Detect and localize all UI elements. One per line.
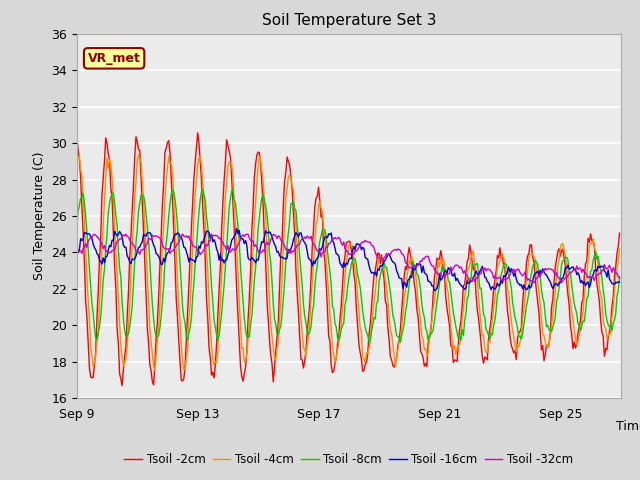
Tsoil -8cm	[616, 274, 623, 279]
Tsoil -2cm	[390, 364, 398, 370]
Title: Soil Temperature Set 3: Soil Temperature Set 3	[262, 13, 436, 28]
Tsoil -32cm	[73, 248, 81, 253]
Line: Tsoil -8cm: Tsoil -8cm	[77, 189, 620, 342]
Tsoil -16cm	[452, 278, 460, 284]
Text: VR_met: VR_met	[88, 52, 141, 65]
Tsoil -4cm	[493, 264, 501, 270]
Tsoil -4cm	[616, 246, 623, 252]
Tsoil -16cm	[493, 280, 501, 286]
Tsoil -2cm	[452, 358, 460, 363]
Tsoil -16cm	[505, 264, 513, 270]
Line: Tsoil -2cm: Tsoil -2cm	[77, 133, 620, 385]
Tsoil -2cm	[115, 340, 122, 346]
Tsoil -8cm	[397, 339, 404, 345]
Tsoil -16cm	[389, 259, 397, 265]
Tsoil -16cm	[115, 231, 122, 237]
Tsoil -4cm	[115, 295, 122, 300]
Tsoil -8cm	[452, 324, 460, 330]
Tsoil -16cm	[431, 288, 438, 294]
Line: Tsoil -4cm: Tsoil -4cm	[77, 155, 620, 370]
Tsoil -32cm	[504, 276, 511, 282]
Legend: Tsoil -2cm, Tsoil -4cm, Tsoil -8cm, Tsoil -16cm, Tsoil -32cm: Tsoil -2cm, Tsoil -4cm, Tsoil -8cm, Tsoi…	[120, 448, 578, 470]
Y-axis label: Soil Temperature (C): Soil Temperature (C)	[33, 152, 45, 280]
Tsoil -4cm	[73, 163, 81, 168]
Tsoil -4cm	[390, 352, 398, 358]
Tsoil -8cm	[493, 292, 501, 298]
Tsoil -32cm	[389, 248, 397, 254]
Tsoil -2cm	[493, 252, 501, 258]
Tsoil -8cm	[169, 186, 177, 192]
Tsoil -32cm	[179, 231, 186, 237]
Tsoil -4cm	[134, 152, 142, 158]
Tsoil -2cm	[573, 341, 580, 347]
Tsoil -2cm	[505, 318, 513, 324]
Tsoil -2cm	[194, 130, 202, 136]
Tsoil -2cm	[118, 383, 126, 388]
Tsoil -32cm	[451, 263, 458, 269]
Tsoil -32cm	[115, 238, 122, 244]
Tsoil -2cm	[616, 230, 623, 236]
Tsoil -16cm	[616, 279, 623, 285]
Tsoil -16cm	[573, 272, 580, 277]
Tsoil -8cm	[115, 246, 122, 252]
Line: Tsoil -16cm: Tsoil -16cm	[77, 228, 620, 291]
X-axis label: Time: Time	[616, 420, 640, 433]
Tsoil -16cm	[73, 249, 81, 254]
Tsoil -32cm	[530, 280, 538, 286]
Tsoil -4cm	[573, 341, 580, 347]
Tsoil -16cm	[233, 226, 241, 231]
Tsoil -4cm	[452, 352, 460, 358]
Tsoil -2cm	[73, 132, 81, 138]
Tsoil -32cm	[573, 263, 580, 269]
Line: Tsoil -32cm: Tsoil -32cm	[77, 234, 620, 283]
Tsoil -32cm	[616, 275, 623, 281]
Tsoil -32cm	[492, 275, 500, 281]
Tsoil -8cm	[505, 273, 513, 278]
Tsoil -8cm	[73, 225, 81, 231]
Tsoil -8cm	[389, 313, 397, 319]
Tsoil -4cm	[151, 367, 159, 373]
Tsoil -4cm	[505, 289, 513, 295]
Tsoil -8cm	[573, 311, 580, 316]
